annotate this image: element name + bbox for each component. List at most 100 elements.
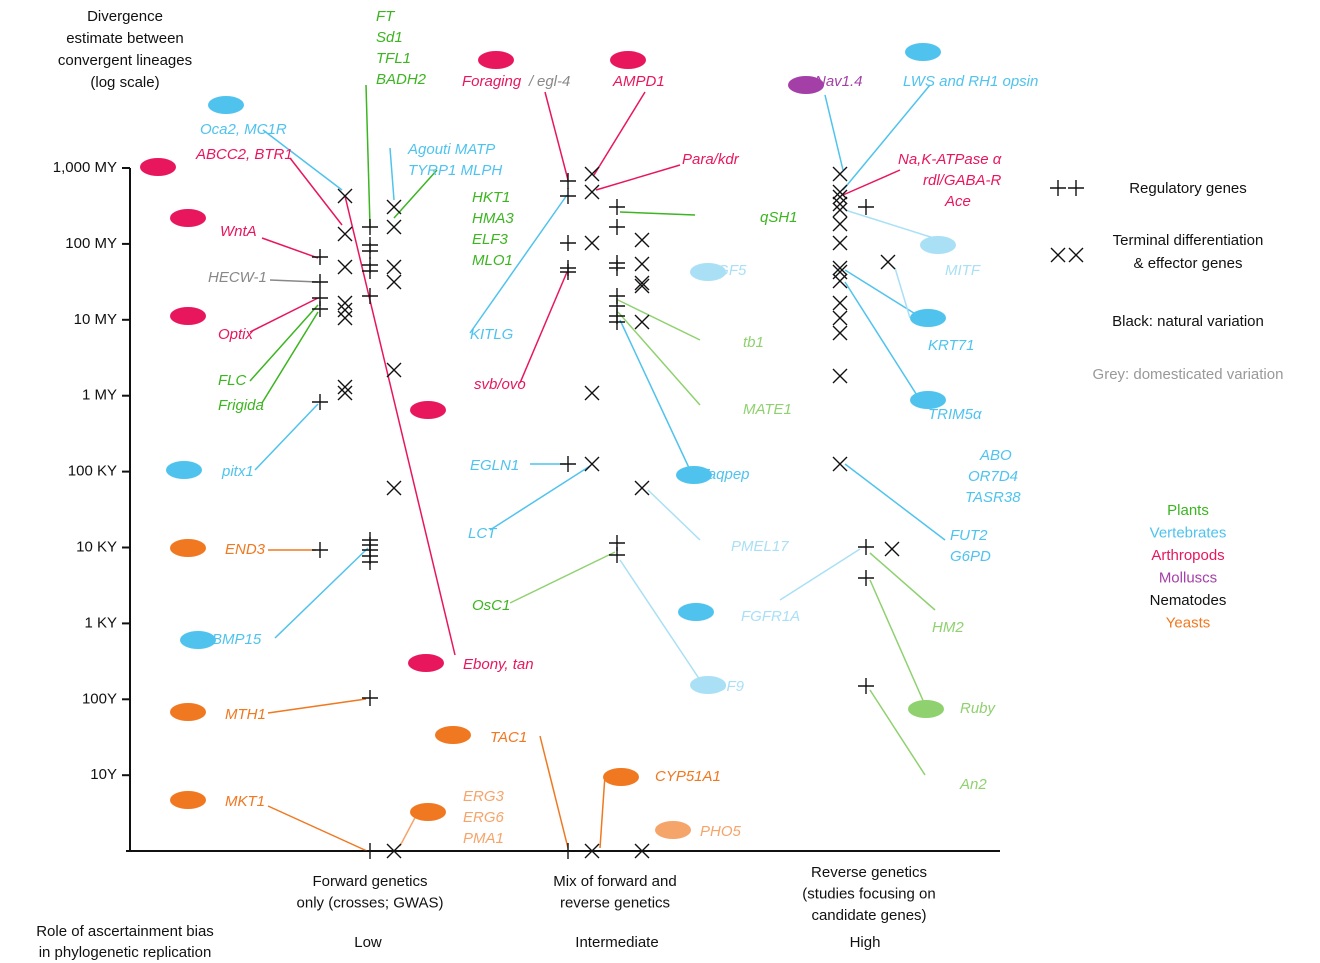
connector (365, 84, 371, 227)
effector-marker (634, 314, 650, 330)
gene-label: ELF3 (472, 231, 509, 248)
gene-label: Ebony, tan (463, 656, 534, 673)
connector (254, 403, 319, 471)
gene-label: MTH1 (225, 706, 266, 723)
connector (539, 735, 569, 849)
effector-marker (832, 260, 848, 276)
connector (509, 551, 616, 604)
gene-label: FGFR1A (741, 608, 800, 625)
effector-marker (584, 385, 600, 401)
regulatory-marker (362, 843, 378, 859)
regulatory-marker (560, 188, 576, 204)
connector (844, 463, 946, 541)
gene-label: Optix (218, 326, 254, 343)
regulatory-marker (560, 235, 576, 251)
organism-icon (678, 603, 714, 621)
x-column-label: Forward genetics (312, 873, 427, 890)
gene-label: ABO (979, 447, 1012, 464)
y-tick-label: 1 KY (84, 614, 117, 631)
connector (894, 267, 911, 319)
connector (619, 559, 701, 681)
gene-label: OR7D4 (968, 468, 1018, 485)
gene-label: AMPD1 (612, 73, 665, 90)
gene-label: MKT1 (225, 793, 265, 810)
regulatory-marker (362, 554, 378, 570)
effector-marker (634, 843, 650, 859)
y-axis-title: (log scale) (90, 74, 159, 91)
organism-icon (478, 51, 514, 69)
gene-label: Nav1.4 (815, 73, 863, 90)
taxon-label: Vertebrates (1150, 524, 1227, 541)
connector (261, 311, 319, 404)
effector-marker (337, 295, 353, 311)
organism-icon (690, 263, 726, 281)
effector-marker (832, 310, 848, 326)
organism-icon (170, 539, 206, 557)
taxon-label: Nematodes (1150, 592, 1227, 609)
gene-label: PMEL17 (731, 538, 789, 555)
effector-marker (832, 273, 848, 289)
regulatory-marker (362, 263, 378, 279)
effector-marker (634, 278, 650, 294)
regulatory-marker (858, 678, 874, 694)
regulatory-marker (362, 243, 378, 259)
connector (844, 281, 921, 401)
effector-marker (337, 385, 353, 401)
legend-label: Grey: domesticated variation (1093, 366, 1284, 383)
connector (869, 579, 926, 706)
gene-label: BADH2 (376, 71, 427, 88)
effector-marker (832, 456, 848, 472)
gene-label: BMP15 (212, 631, 262, 648)
gene-label: Taqpep (700, 466, 750, 483)
gene-label: TRIM5α (928, 406, 982, 423)
connector (844, 209, 941, 241)
x-column-label: Reverse genetics (811, 864, 927, 881)
gene-label: pitx1 (221, 463, 254, 480)
effector-marker (337, 310, 353, 326)
regulatory-marker (312, 394, 328, 410)
y-tick-label: 100Y (82, 690, 117, 707)
connector (842, 169, 901, 196)
effector-marker (337, 259, 353, 275)
gene-label: TYRP1 MLPH (408, 162, 502, 179)
legend-label: & effector genes (1134, 255, 1243, 272)
connector (519, 271, 568, 384)
gene-label: GDF9 (704, 678, 745, 695)
gene-label: ABCC2, BTR1 (195, 146, 293, 163)
gene-label: PHO5 (700, 823, 742, 840)
effector-marker (832, 196, 848, 212)
regulatory-marker (609, 547, 625, 563)
gene-label: CYP51A1 (655, 768, 721, 785)
effector-marker (832, 189, 848, 205)
regulatory-marker (609, 314, 625, 330)
organism-icon (180, 631, 216, 649)
organism-icon (676, 466, 712, 484)
gene-label: TFL1 (376, 50, 411, 67)
x-column-label: only (crosses; GWAS) (297, 894, 444, 911)
regulatory-marker (609, 260, 625, 276)
gene-label: FLC (218, 372, 247, 389)
organism-icon (170, 791, 206, 809)
bias-level: Low (354, 934, 382, 951)
regulatory-marker (560, 173, 576, 189)
connector (595, 164, 681, 191)
effector-marker (386, 199, 402, 215)
effector-marker (884, 541, 900, 557)
organism-icon (905, 43, 941, 61)
effector-marker (386, 274, 402, 290)
organism-icon (410, 401, 446, 419)
gene-label: Agouti MATP (407, 141, 495, 158)
gene-label: HKT1 (472, 189, 510, 206)
regulatory-marker (609, 199, 625, 215)
gene-label: EGLN1 (470, 457, 519, 474)
organism-icon (908, 700, 944, 718)
effector-marker (386, 219, 402, 235)
bias-label: Role of ascertainment bias (36, 923, 214, 940)
effector-marker (386, 480, 402, 496)
effector-marker (832, 368, 848, 384)
connector (869, 689, 926, 776)
regulatory-marker (1050, 180, 1066, 196)
effector-marker (634, 232, 650, 248)
gene-label: MLO1 (472, 252, 513, 269)
organism-icon (603, 768, 639, 786)
